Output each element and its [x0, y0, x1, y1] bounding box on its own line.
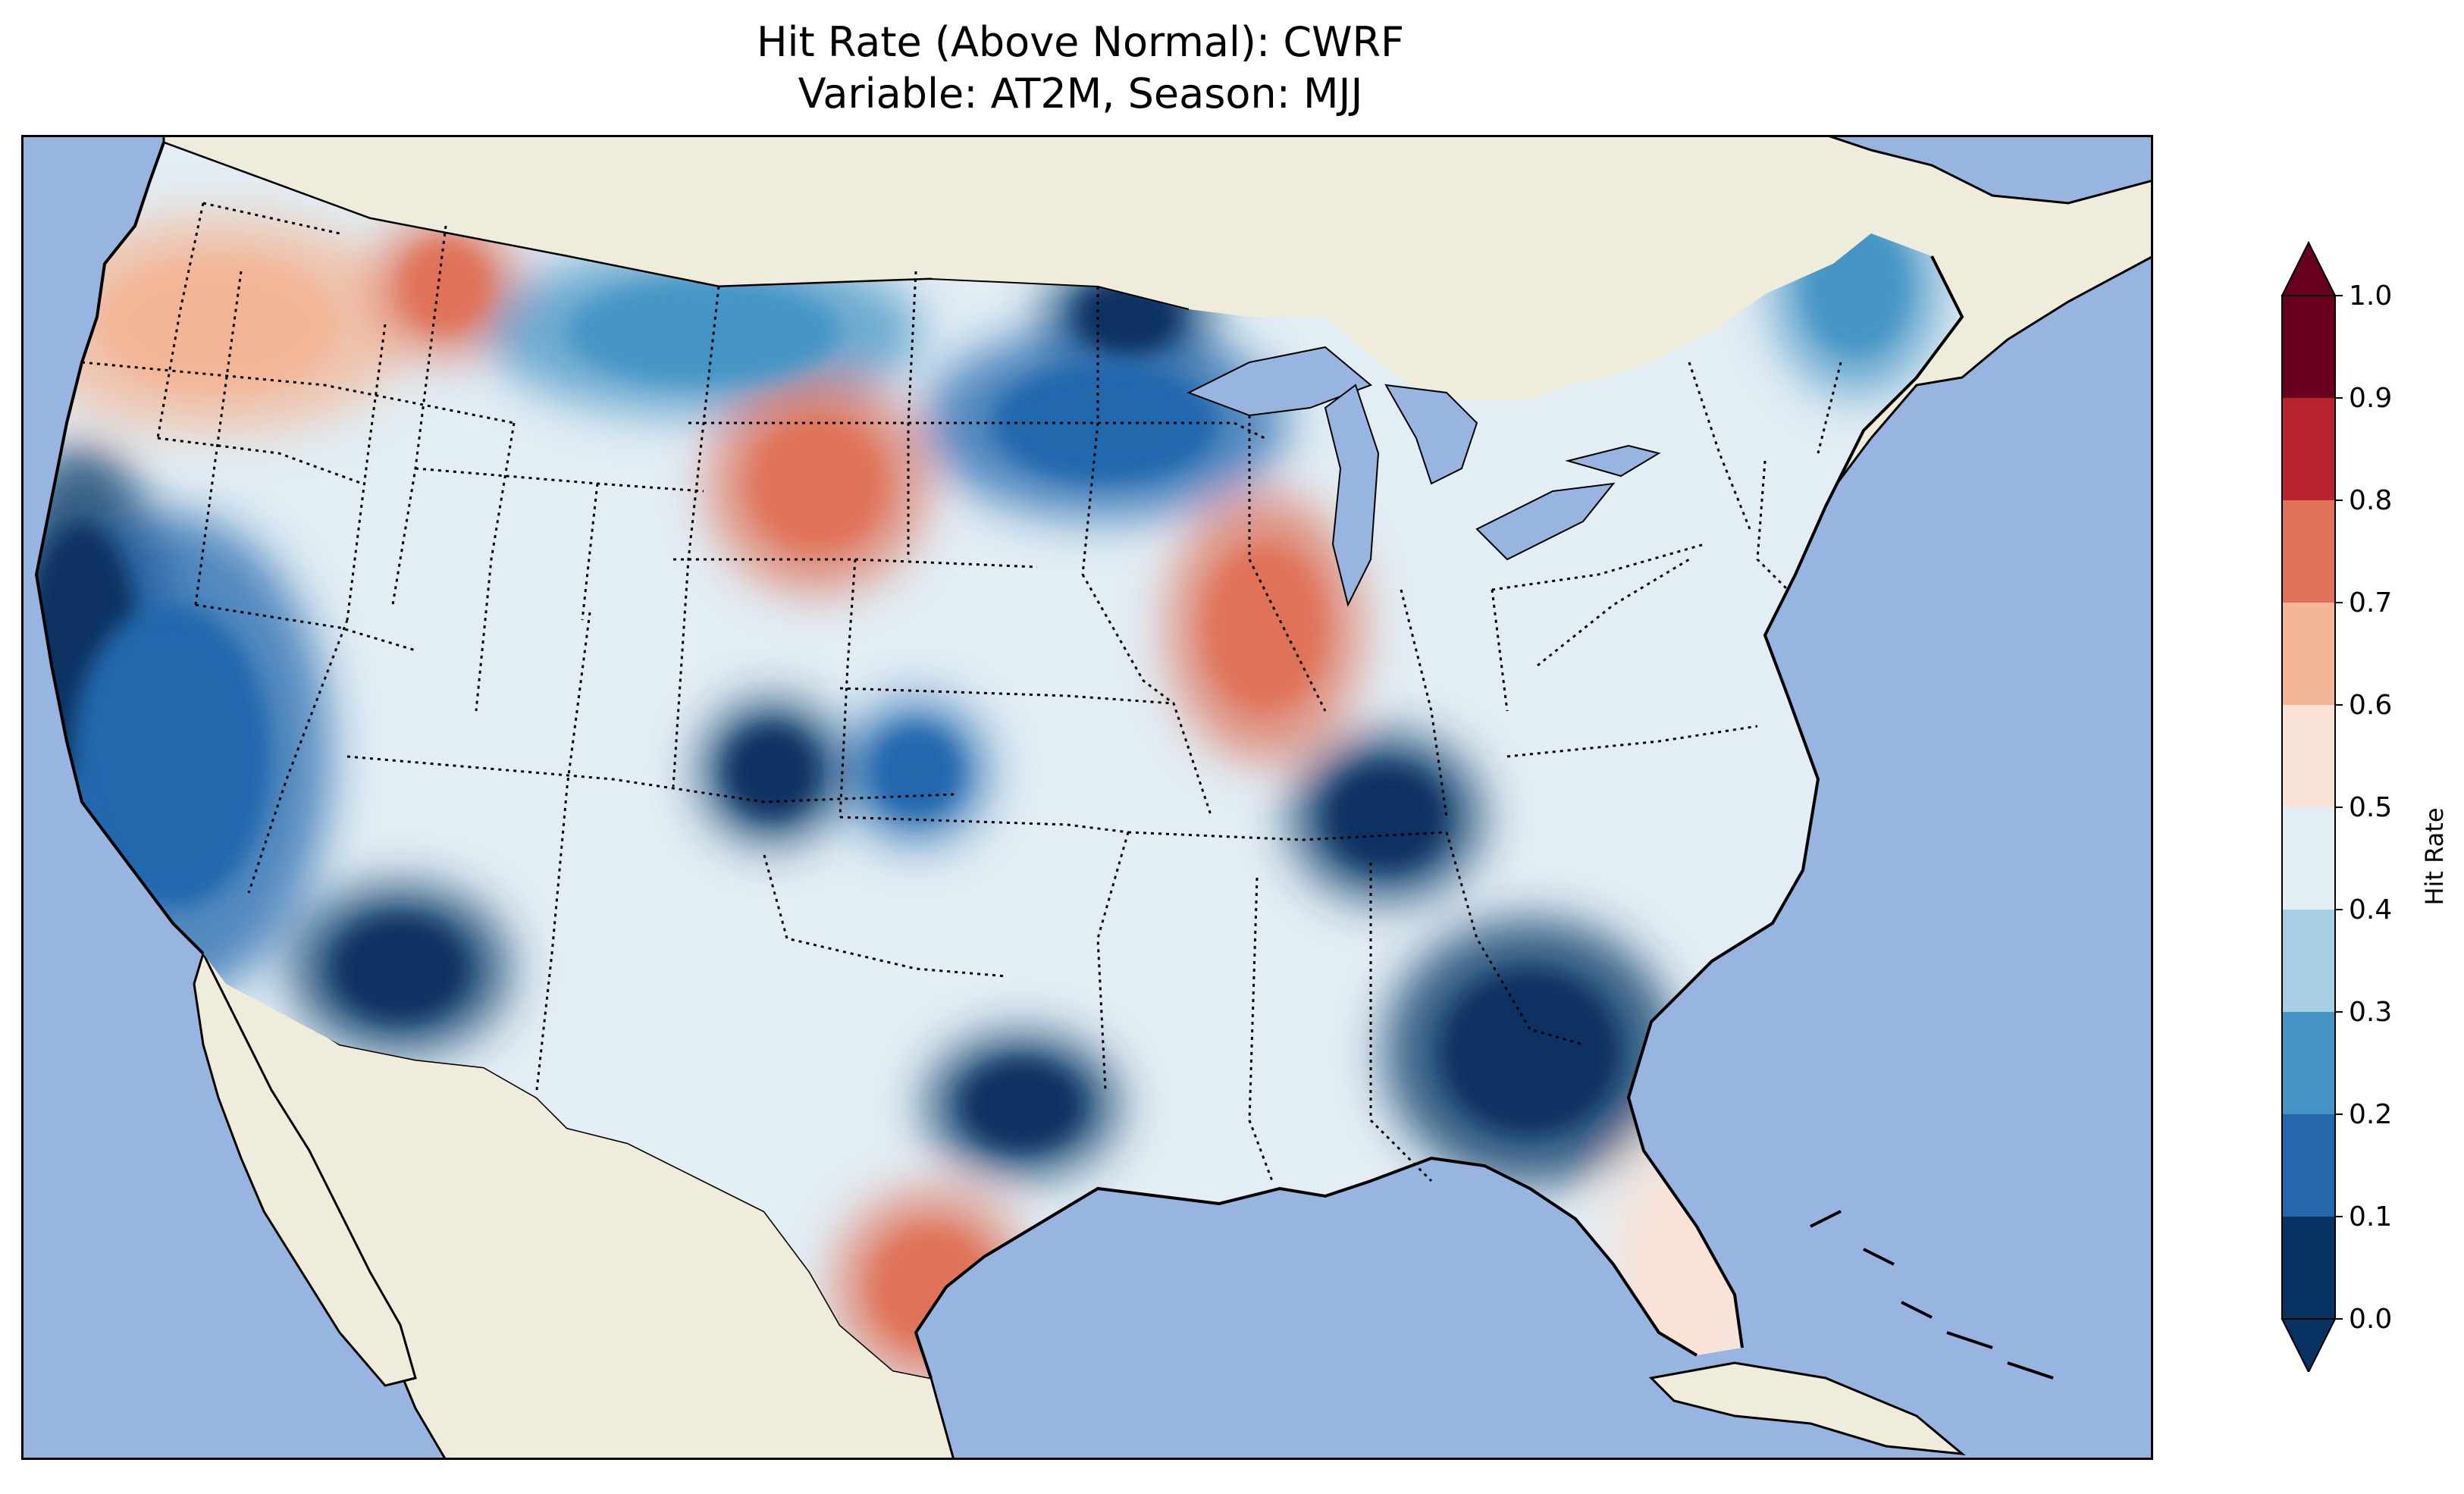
region-core [97, 256, 340, 393]
colorbar-bin [2282, 705, 2335, 807]
colorbar-bin [2282, 807, 2335, 910]
colorbar-tick-label: 0.3 [2349, 997, 2392, 1028]
colorbar-ticks: 0.0 0.1 0.2 0.3 0.4 0.5 0.6 0.7 0.8 0.9 1.0 [2335, 280, 2392, 1335]
colorbar-tick-label: 0.2 [2349, 1099, 2392, 1130]
colorbar-bin [2282, 500, 2335, 603]
region-core [726, 726, 817, 817]
colorbar: 0.0 0.1 0.2 0.3 0.4 0.5 0.6 0.7 0.8 0.9 1.0 Hit Ra… [2281, 240, 2449, 1372]
colorbar-label: Hit Rate [2420, 807, 2449, 905]
region-core [961, 1060, 1083, 1151]
colorbar-bin [2282, 1012, 2335, 1114]
state-borders [81, 202, 1842, 1182]
map-panel [21, 135, 2153, 1460]
colorbar-tick-label: 0.4 [2349, 894, 2392, 926]
colorbar-tick-label: 0.1 [2349, 1201, 2392, 1232]
colorbar-tick-label: 0.6 [2349, 690, 2392, 721]
baja-peninsula [193, 950, 417, 1387]
region-core [870, 726, 961, 817]
colorbar-tick-label: 0.5 [2349, 792, 2392, 823]
colorbar-bin [2282, 398, 2335, 500]
region-core [400, 241, 491, 332]
chart-title-line-2: Variable: AT2M, Season: MJJ [798, 70, 1363, 117]
chart-title-line-1: Hit Rate (Above Normal): CWRF [756, 18, 1405, 66]
map-frame [21, 135, 2153, 1460]
great-lakes [1187, 346, 1661, 607]
coastline [34, 142, 1964, 1379]
colorbar-tick-label: 0.8 [2349, 485, 2392, 516]
region-core [74, 605, 271, 908]
colorbar-tick-label: 0.9 [2349, 383, 2392, 414]
colorbar-bin [2282, 1217, 2335, 1319]
region-core [1204, 544, 1325, 711]
colorbar-bin [2282, 603, 2335, 705]
colorbar-bin [2282, 910, 2335, 1012]
colorbar-extend-min [2281, 1318, 2337, 1372]
region-core [1439, 969, 1621, 1135]
cuba-island [1648, 1361, 1966, 1455]
region-core [567, 279, 840, 385]
caribbean-islands [1810, 1210, 2054, 1380]
region-core [332, 916, 469, 1022]
colorbar-extend-max [2281, 240, 2337, 296]
colorbar-bin [2282, 296, 2335, 398]
colorbar-bin [2282, 1114, 2335, 1217]
colorbar-bins [2281, 240, 2337, 1372]
colorbar-tick-label: 0.7 [2349, 587, 2392, 619]
region-core [749, 415, 886, 552]
region-core [1325, 764, 1447, 870]
colorbar-tick-label: 1.0 [2349, 280, 2392, 312]
colorbar-tick-label: 0.0 [2349, 1304, 2392, 1335]
